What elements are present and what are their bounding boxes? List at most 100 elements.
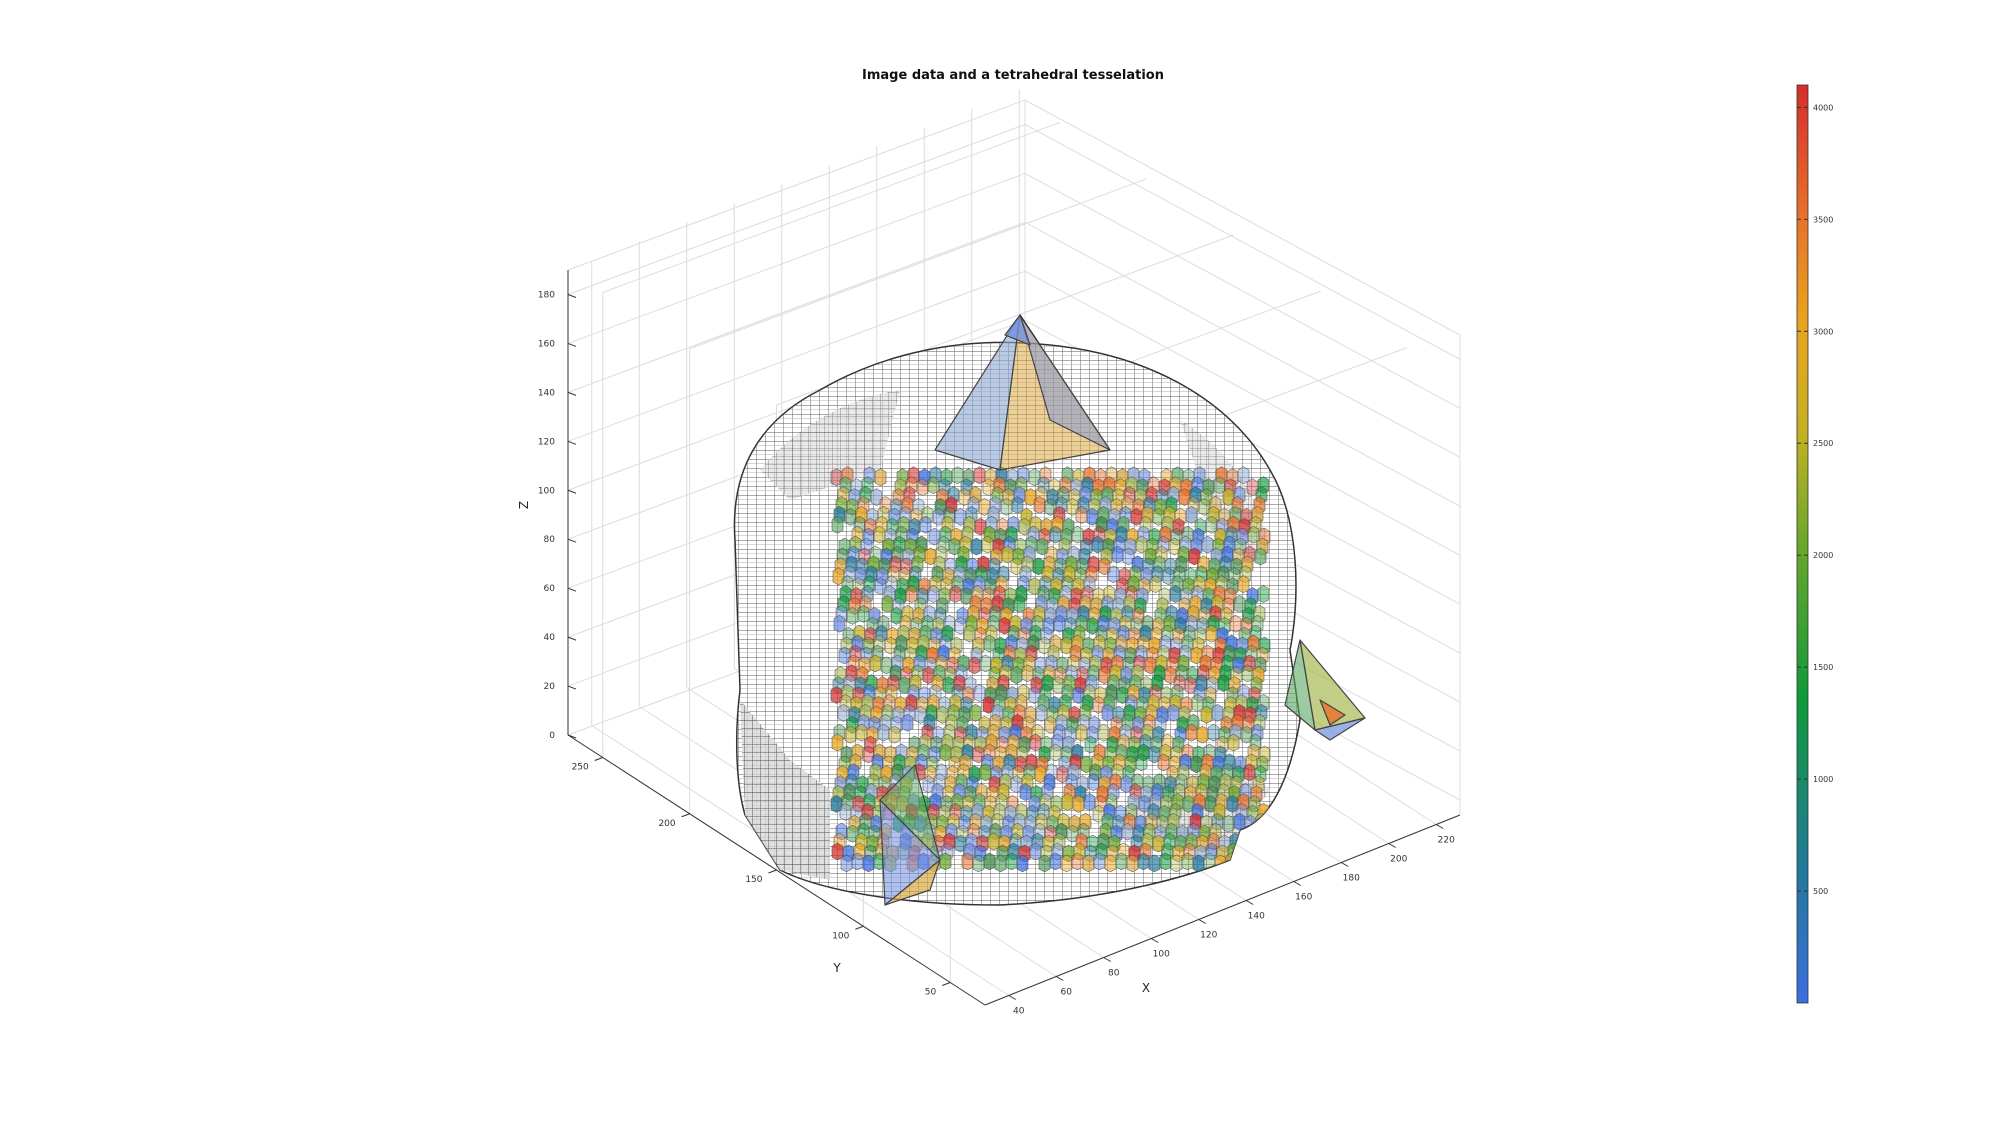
colored-voxel: [1227, 733, 1240, 752]
colored-voxel: [928, 527, 941, 546]
colored-voxel: [983, 852, 996, 871]
y-tick-label: 100: [832, 931, 849, 941]
x-tick-label: 100: [1153, 950, 1170, 960]
x-tick-label: 120: [1200, 931, 1217, 941]
z-tick-label: 160: [538, 339, 555, 349]
y-tick-mark: [594, 757, 603, 761]
colorbar-tick-label: 3000: [1813, 327, 1833, 336]
colored-voxel: [1253, 822, 1266, 841]
colored-voxel: [1184, 676, 1197, 694]
colored-voxel: [1169, 585, 1182, 603]
colored-voxel: [1211, 704, 1224, 722]
colored-voxel: [1137, 852, 1150, 871]
colored-voxel: [888, 725, 901, 744]
z-tick-label: 80: [544, 535, 556, 545]
colored-voxel: [873, 525, 886, 544]
colored-voxel: [1072, 795, 1085, 813]
colored-voxel: [1029, 842, 1042, 861]
z-tick-mark: [567, 294, 577, 298]
y-tick-label: 200: [658, 819, 675, 829]
y-axis: 50 100 150 200 250 Y: [567, 734, 986, 1006]
z-tick-mark: [567, 440, 577, 445]
colored-voxel: [1240, 834, 1253, 853]
colored-voxel: [916, 478, 929, 496]
colored-voxel: [844, 725, 857, 744]
colored-voxel: [1019, 783, 1032, 801]
colored-voxel: [1237, 575, 1250, 593]
colored-voxel: [1149, 575, 1162, 593]
colored-voxel: [1097, 723, 1110, 742]
colored-voxel: [1028, 468, 1041, 487]
colored-voxel: [1086, 616, 1099, 635]
colored-voxel: [1258, 854, 1271, 873]
colored-voxel: [919, 515, 932, 534]
colored-voxel: [1226, 795, 1239, 813]
colored-voxel: [844, 508, 857, 526]
z-tick-mark: [567, 342, 577, 347]
colored-voxel: [1203, 852, 1216, 871]
colored-voxel: [1237, 466, 1250, 485]
colored-voxel: [869, 654, 882, 673]
colored-voxel: [973, 466, 986, 485]
colored-voxel: [951, 466, 964, 485]
colored-voxel: [972, 854, 985, 873]
colored-voxel: [1111, 545, 1124, 564]
colored-voxel: [838, 646, 851, 665]
colored-voxel: [979, 654, 992, 673]
colored-voxel: [1021, 664, 1034, 683]
z-tick-label: 20: [544, 682, 556, 692]
colored-voxel: [1093, 852, 1106, 871]
colored-voxel: [1233, 595, 1246, 613]
colored-voxel: [1087, 773, 1100, 791]
z-tick-label: 180: [538, 290, 555, 300]
colored-voxel: [1152, 834, 1165, 853]
colored-voxel: [1075, 506, 1088, 524]
colored-voxel: [961, 852, 974, 871]
colored-voxel: [1115, 852, 1128, 871]
colored-voxel: [1121, 822, 1134, 841]
z-tick-mark: [567, 636, 577, 641]
grid-line: [689, 178, 1147, 350]
x-tick-mark: [1151, 938, 1159, 943]
grid-line: [1024, 124, 1461, 360]
x-tick-label: 200: [1390, 855, 1407, 865]
colored-voxel: [862, 854, 875, 873]
colored-voxel: [1241, 664, 1254, 683]
colored-voxel: [1000, 498, 1013, 516]
z-tick-mark: [567, 391, 577, 396]
grid-line: [602, 122, 1060, 293]
colored-voxel: [831, 842, 844, 861]
colored-voxel: [939, 852, 952, 871]
colored-voxel: [1167, 704, 1180, 722]
colored-voxel: [1201, 535, 1214, 554]
colored-voxel: [973, 684, 986, 702]
colored-voxel: [1001, 545, 1014, 564]
colored-voxel: [1229, 614, 1242, 633]
x-tick-mark: [1198, 919, 1206, 924]
x-tick-label: 160: [1295, 893, 1312, 903]
colored-voxel: [1104, 854, 1117, 873]
colored-voxel: [1181, 852, 1194, 871]
colored-voxel: [983, 634, 996, 653]
colored-voxel: [1101, 704, 1114, 722]
colored-voxel: [1036, 537, 1049, 556]
colored-voxel: [846, 607, 859, 625]
y-tick-mark: [855, 925, 864, 930]
z-axis: 0 20 40 60 80 100 120 140 160 180 Z: [517, 270, 577, 741]
colored-voxel: [839, 803, 852, 821]
x-tick-mark: [1056, 976, 1064, 981]
colored-voxel: [1243, 763, 1256, 782]
z-tick-mark: [567, 587, 577, 592]
colored-voxel: [1033, 496, 1046, 514]
colored-voxel: [1217, 674, 1230, 692]
x-tick-mark: [1246, 900, 1254, 905]
colorbar-tick-label: 500: [1813, 887, 1828, 896]
y-tick-mark: [681, 813, 690, 818]
colored-voxel: [968, 656, 981, 675]
colored-voxel: [1071, 525, 1084, 544]
x-tick-mark: [1293, 881, 1301, 886]
colored-voxel: [1205, 515, 1218, 534]
z-axis-label: Z: [517, 501, 531, 509]
z-tick-mark: [567, 489, 577, 494]
grid-line: [567, 221, 1026, 393]
